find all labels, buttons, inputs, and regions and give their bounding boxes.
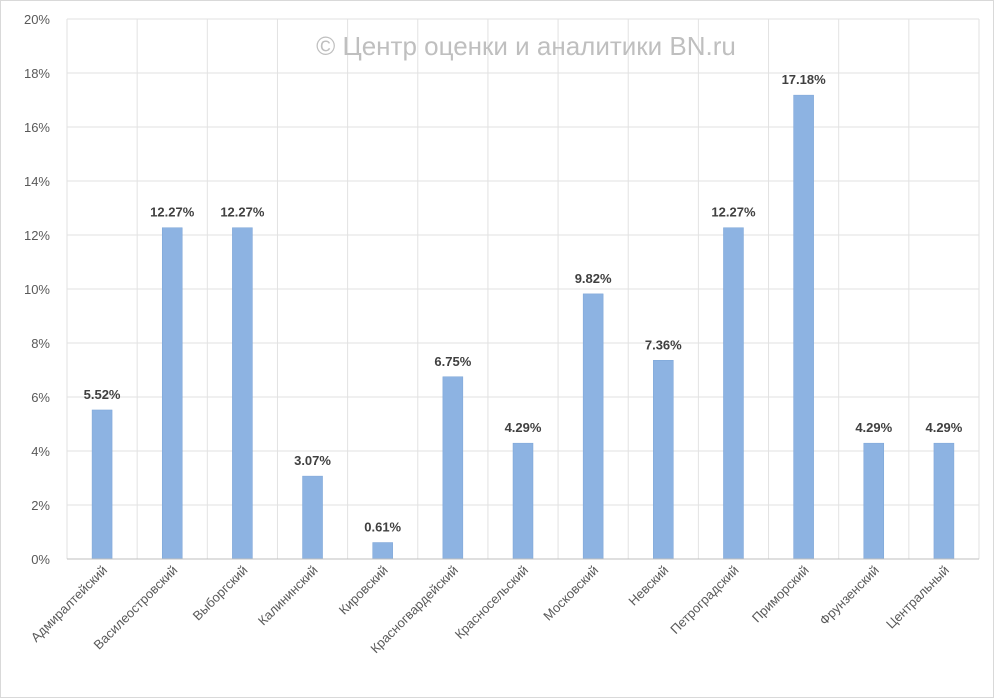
- x-tick-label: Невский: [625, 563, 671, 609]
- bar: [723, 227, 744, 560]
- bar: [653, 360, 674, 560]
- x-tick-label: Адмиралтейский: [28, 563, 110, 645]
- x-tick-label: Фрунзенский: [816, 563, 881, 628]
- data-label: 4.29%: [505, 420, 542, 435]
- y-tick-label: 12%: [24, 228, 50, 243]
- data-label: 17.18%: [782, 72, 827, 87]
- data-label: 4.29%: [855, 420, 892, 435]
- bar: [582, 293, 604, 560]
- data-label: 7.36%: [645, 337, 682, 352]
- bars: [91, 94, 955, 560]
- bar: [161, 227, 183, 560]
- bar: [232, 227, 253, 560]
- y-tick-label: 16%: [24, 120, 50, 135]
- data-label: 12.27%: [711, 205, 756, 220]
- data-label: 3.07%: [294, 453, 331, 468]
- y-axis-ticks: 0% 2% 4% 6% 8% 10% 12% 14% 16% 18% 20%: [24, 12, 50, 567]
- data-label: 6.75%: [434, 354, 471, 369]
- y-tick-label: 4%: [31, 444, 50, 459]
- y-tick-label: 0%: [31, 552, 50, 567]
- data-labels: 5.52% 12.27% 12.27% 3.07% 0.61% 6.75% 4.29% 9.8…: [84, 72, 963, 534]
- data-label: 12.27%: [150, 205, 195, 220]
- data-label: 4.29%: [925, 420, 962, 435]
- data-label: 5.52%: [84, 387, 121, 402]
- bar: [863, 442, 885, 560]
- gridlines: [66, 18, 980, 559]
- y-tick-label: 14%: [24, 174, 50, 189]
- watermark-text: © Центр оценки и аналитики BN.ru: [316, 31, 736, 61]
- x-tick-label: Красносельский: [452, 563, 531, 642]
- data-label: 9.82%: [575, 271, 612, 286]
- y-tick-label: 10%: [24, 282, 50, 297]
- x-tick-label: Московский: [540, 563, 601, 624]
- y-tick-label: 20%: [24, 12, 50, 27]
- x-tick-label: Центральный: [883, 563, 952, 632]
- data-label: 12.27%: [220, 205, 265, 220]
- bar: [933, 442, 955, 560]
- x-tick-label: Выборгский: [190, 563, 251, 624]
- x-tick-label: Кировский: [336, 563, 391, 618]
- y-tick-label: 18%: [24, 66, 50, 81]
- x-tick-label: Калининский: [255, 563, 321, 629]
- bar: [793, 94, 814, 560]
- x-tick-label: Петроградский: [667, 563, 741, 637]
- bar: [372, 542, 393, 560]
- y-tick-label: 6%: [31, 390, 50, 405]
- x-tick-label: Приморский: [749, 563, 812, 626]
- y-tick-label: 8%: [31, 336, 50, 351]
- bar: [512, 442, 534, 560]
- data-label: 0.61%: [364, 520, 401, 535]
- y-tick-label: 2%: [31, 498, 50, 513]
- bar: [302, 475, 323, 560]
- bar: [91, 409, 113, 560]
- bar: [442, 376, 464, 560]
